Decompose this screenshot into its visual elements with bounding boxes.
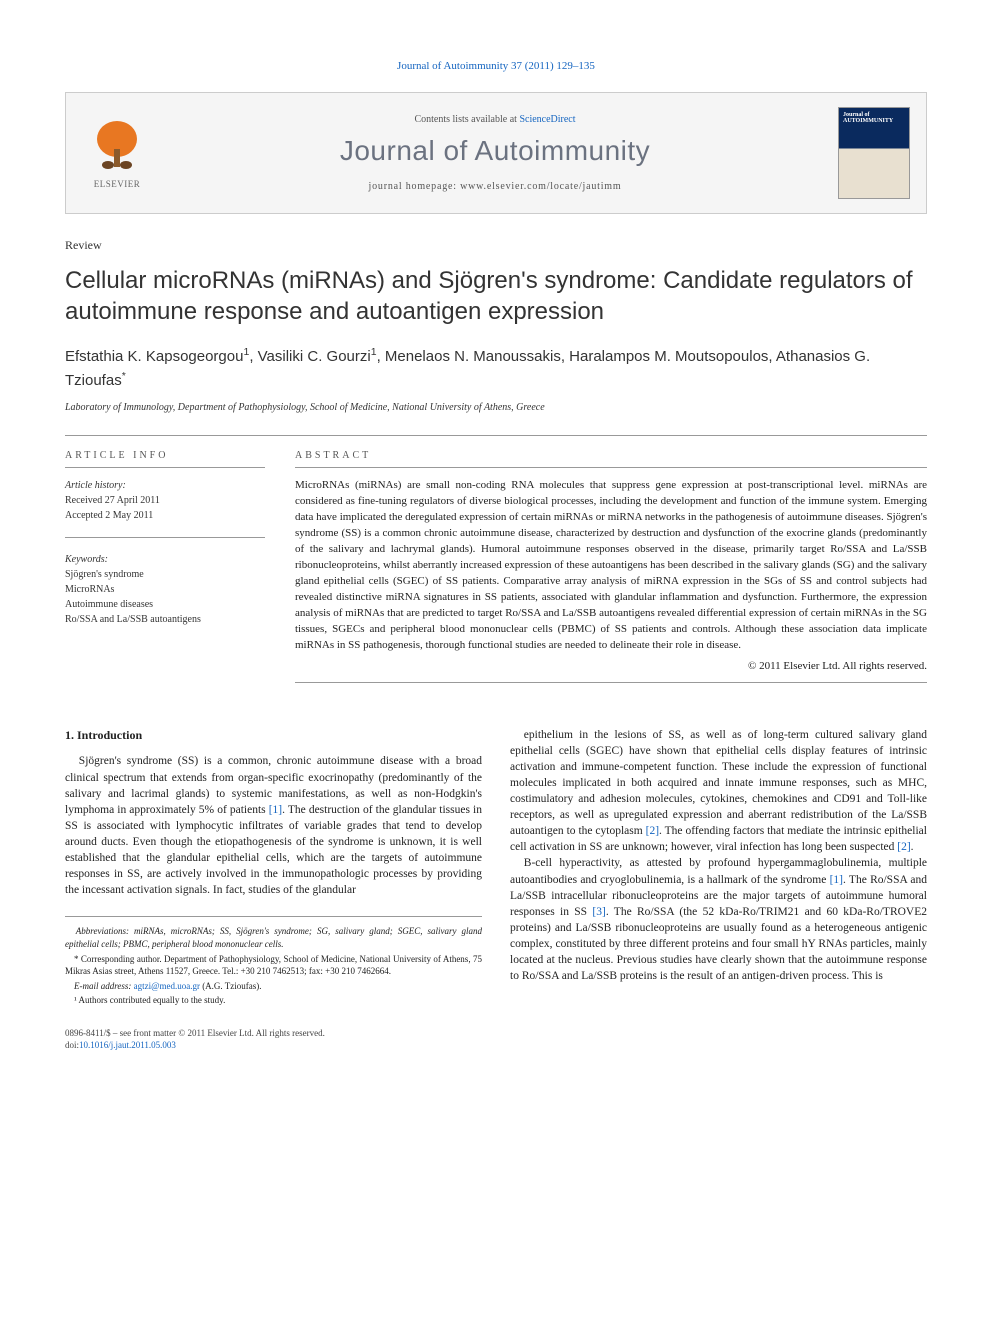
email-footnote: E-mail address: agtzi@med.uoa.gr (A.G. T… (65, 980, 482, 993)
abstract-heading: ABSTRACT (295, 450, 927, 468)
body-paragraph: epithelium in the lesions of SS, as well… (510, 727, 927, 856)
doi-link[interactable]: 10.1016/j.jaut.2011.05.003 (79, 1040, 176, 1050)
keyword: Ro/SSA and La/SSB autoantigens (65, 612, 265, 627)
body-text: 1. Introduction Sjögren's syndrome (SS) … (65, 727, 927, 1052)
body-column-right: epithelium in the lesions of SS, as well… (510, 727, 927, 1052)
sciencedirect-link[interactable]: ScienceDirect (519, 114, 575, 125)
cover-label-main: AUTOIMMUNITY (843, 118, 893, 124)
info-divider (65, 537, 265, 538)
keywords-label: Keywords: (65, 552, 265, 567)
page-footer: 0896-8411/$ – see front matter © 2011 El… (65, 1027, 482, 1052)
section-divider (65, 435, 927, 436)
authors-list: Efstathia K. Kapsogeorgou1, Vasiliki C. … (65, 345, 927, 392)
received-date: Received 27 April 2011 (65, 493, 265, 508)
article-type: Review (65, 238, 927, 253)
body-column-left: 1. Introduction Sjögren's syndrome (SS) … (65, 727, 482, 1052)
publisher-name: ELSEVIER (94, 179, 141, 189)
body-paragraph: B-cell hyperactivity, as attested by pro… (510, 855, 927, 984)
journal-homepage: journal homepage: www.elsevier.com/locat… (168, 181, 822, 192)
email-link[interactable]: agtzi@med.uoa.gr (134, 981, 200, 991)
keyword: Autoimmune diseases (65, 597, 265, 612)
abstract-text: MicroRNAs (miRNAs) are small non-coding … (295, 478, 927, 653)
header-citation: Journal of Autoimmunity 37 (2011) 129–13… (65, 60, 927, 72)
abstract-copyright: © 2011 Elsevier Ltd. All rights reserved… (295, 660, 927, 672)
abbreviations-footnote: Abbreviations: miRNAs, microRNAs; SS, Sj… (65, 925, 482, 950)
contents-available: Contents lists available at ScienceDirec… (168, 114, 822, 125)
accepted-date: Accepted 2 May 2011 (65, 508, 265, 523)
corresponding-author-footnote: * Corresponding author. Department of Pa… (65, 953, 482, 978)
abstract-bottom-divider (295, 682, 927, 683)
email-label: E-mail address: (74, 981, 134, 991)
article-title: Cellular microRNAs (miRNAs) and Sjögren'… (65, 265, 927, 327)
homepage-url[interactable]: www.elsevier.com/locate/jautimm (460, 181, 621, 192)
keyword: Sjögren's syndrome (65, 567, 265, 582)
homepage-label: journal homepage: (369, 181, 461, 192)
doi-label: doi: (65, 1040, 79, 1050)
section-heading: 1. Introduction (65, 727, 482, 744)
masthead: ELSEVIER Contents lists available at Sci… (65, 92, 927, 214)
journal-cover-thumbnail: Journal of AUTOIMMUNITY (838, 107, 910, 199)
footnotes: Abbreviations: miRNAs, microRNAs; SS, Sj… (65, 916, 482, 1007)
keyword: MicroRNAs (65, 582, 265, 597)
body-paragraph: Sjögren's syndrome (SS) is a common, chr… (65, 753, 482, 898)
article-info-heading: ARTICLE INFO (65, 450, 265, 468)
abstract-column: ABSTRACT MicroRNAs (miRNAs) are small no… (295, 450, 927, 696)
issn-line: 0896-8411/$ – see front matter © 2011 El… (65, 1027, 482, 1040)
publisher-logo: ELSEVIER (82, 114, 152, 192)
journal-title: Journal of Autoimmunity (168, 135, 822, 167)
affiliation: Laboratory of Immunology, Department of … (65, 402, 927, 413)
history-label: Article history: (65, 478, 265, 493)
elsevier-tree-icon (90, 117, 144, 175)
article-info-sidebar: ARTICLE INFO Article history: Received 2… (65, 450, 265, 696)
equal-contribution-footnote: ¹ Authors contributed equally to the stu… (65, 994, 482, 1007)
email-attribution: (A.G. Tzioufas). (200, 981, 262, 991)
contents-prefix: Contents lists available at (414, 114, 519, 125)
